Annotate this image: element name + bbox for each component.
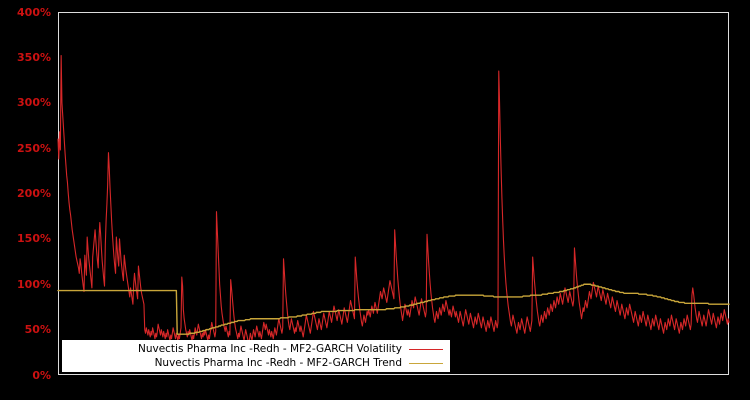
plot-background	[58, 12, 729, 375]
y-tick-label: 300%	[17, 96, 51, 110]
axis-frame	[58, 12, 729, 375]
y-tick-label: 400%	[17, 5, 51, 19]
y-tick-label: 200%	[17, 187, 51, 200]
chart-legend: Nuvectis Pharma Inc -Redh - MF2-GARCH Vo…	[62, 340, 450, 372]
legend-item-trend: Nuvectis Pharma Inc -Redh - MF2-GARCH Tr…	[66, 356, 446, 370]
legend-swatch-trend	[409, 362, 443, 364]
y-tick-label: 150%	[17, 232, 51, 246]
legend-item-volatility: Nuvectis Pharma Inc -Redh - MF2-GARCH Vo…	[66, 342, 446, 356]
series-line-volatility	[57, 55, 730, 345]
legend-label-trend: Nuvectis Pharma Inc -Redh - MF2-GARCH Tr…	[154, 357, 402, 369]
y-tick-label: 50%	[24, 323, 51, 337]
y-tick-label: 350%	[17, 50, 51, 64]
series-line-trend	[57, 283, 730, 335]
y-tick-label: 100%	[17, 277, 51, 291]
y-tick-label: 0%	[32, 368, 51, 382]
y-tick-label: 250%	[17, 141, 51, 155]
legend-label-volatility: Nuvectis Pharma Inc -Redh - MF2-GARCH Vo…	[137, 343, 402, 355]
legend-swatch-volatility	[409, 348, 443, 350]
